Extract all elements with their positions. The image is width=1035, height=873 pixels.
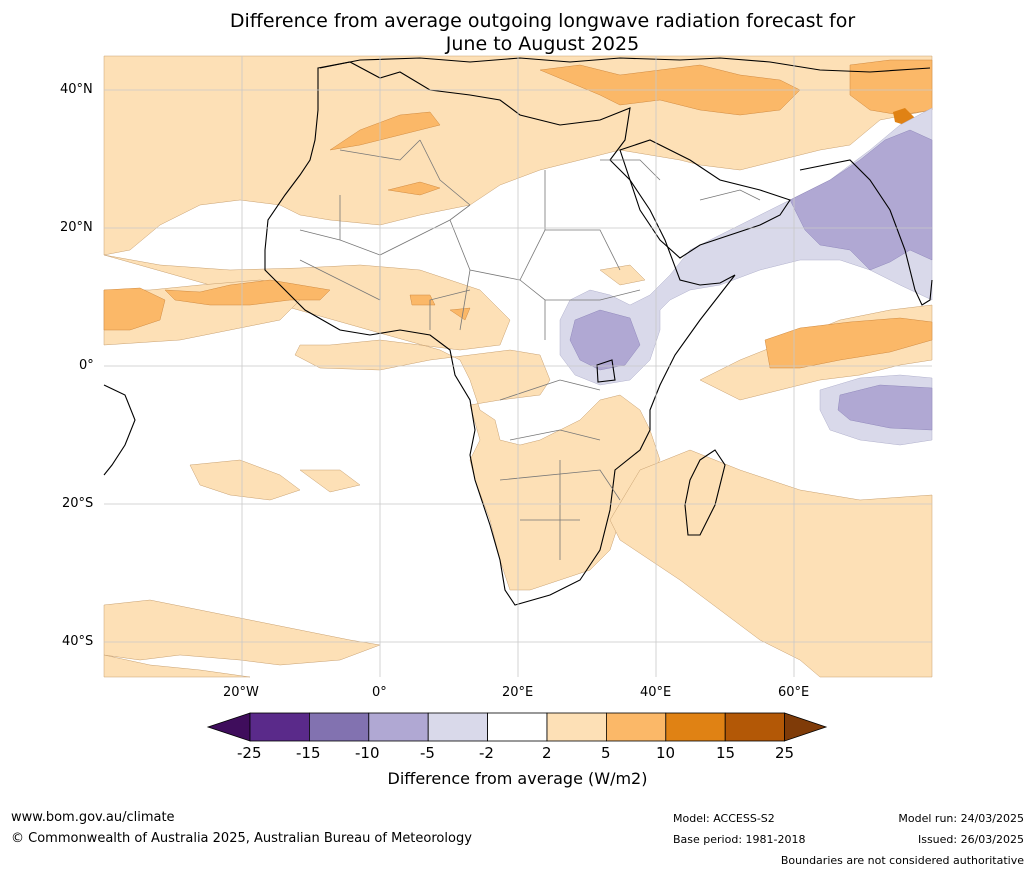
country-borders	[299, 139, 761, 560]
colorbar	[206, 712, 828, 742]
colorbar-bin-1	[249, 712, 310, 742]
lat-label-20s: 20°S	[62, 496, 94, 511]
lon-label-20w: 20°W	[223, 685, 259, 700]
colorbar-bin-2	[308, 712, 370, 742]
colorbar-bin-8	[665, 712, 726, 742]
map-title: Difference from average outgoing longwav…	[0, 10, 1035, 56]
anomaly-minus10-to-minus5	[569, 129, 933, 431]
footer-copyright: © Commonwealth of Australia 2025, Austra…	[11, 831, 472, 846]
lat-label-40n: 40°N	[60, 82, 93, 97]
lon-label-0: 0°	[372, 685, 387, 700]
colorbar-bin-9	[724, 712, 786, 742]
footer-issued: Issued: 26/03/2025	[917, 833, 1024, 846]
footer-base-period: Base period: 1981-2018	[673, 833, 806, 846]
colorbar-label: 25	[775, 744, 795, 762]
footer-model-run: Model run: 24/03/2025	[898, 812, 1024, 825]
colorbar-bin-4	[427, 712, 489, 742]
colorbar-label: -5	[420, 744, 435, 762]
lat-label-20n: 20°N	[60, 220, 93, 235]
lon-label-40e: 40°E	[640, 685, 672, 700]
title-line-2: June to August 2025	[445, 33, 640, 55]
colorbar-label: -25	[237, 744, 262, 762]
colorbar-label: -10	[355, 744, 380, 762]
lon-label-20e: 20°E	[502, 685, 534, 700]
footer-url: www.bom.gov.au/climate	[11, 810, 175, 825]
colorbar-bin-7	[606, 712, 667, 742]
colorbar-label: 15	[716, 744, 736, 762]
colorbar-label: 5	[601, 744, 611, 762]
colorbar-label: 10	[656, 744, 676, 762]
colorbar-bin-6	[546, 712, 607, 742]
lat-label-0: 0°	[79, 358, 94, 373]
colorbar-bin-3	[368, 712, 429, 742]
colorbar-label: 2	[542, 744, 552, 762]
footer-disclaimer: Boundaries are not considered authoritat…	[780, 854, 1024, 867]
colorbar-extend-high	[784, 712, 828, 742]
colorbar-title: Difference from average (W/m2)	[387, 769, 648, 788]
lat-label-40s: 40°S	[62, 634, 94, 649]
colorbar-label: -15	[296, 744, 321, 762]
footer-model: Model: ACCESS-S2	[673, 812, 775, 825]
coastlines	[103, 57, 933, 606]
colorbar-extend-low	[206, 712, 251, 742]
colorbar-bin-5	[487, 712, 548, 742]
lon-label-60e: 60°E	[778, 685, 810, 700]
graticule	[104, 56, 932, 677]
title-line-1: Difference from average outgoing longwav…	[229, 10, 856, 32]
colorbar-label: -2	[479, 744, 494, 762]
